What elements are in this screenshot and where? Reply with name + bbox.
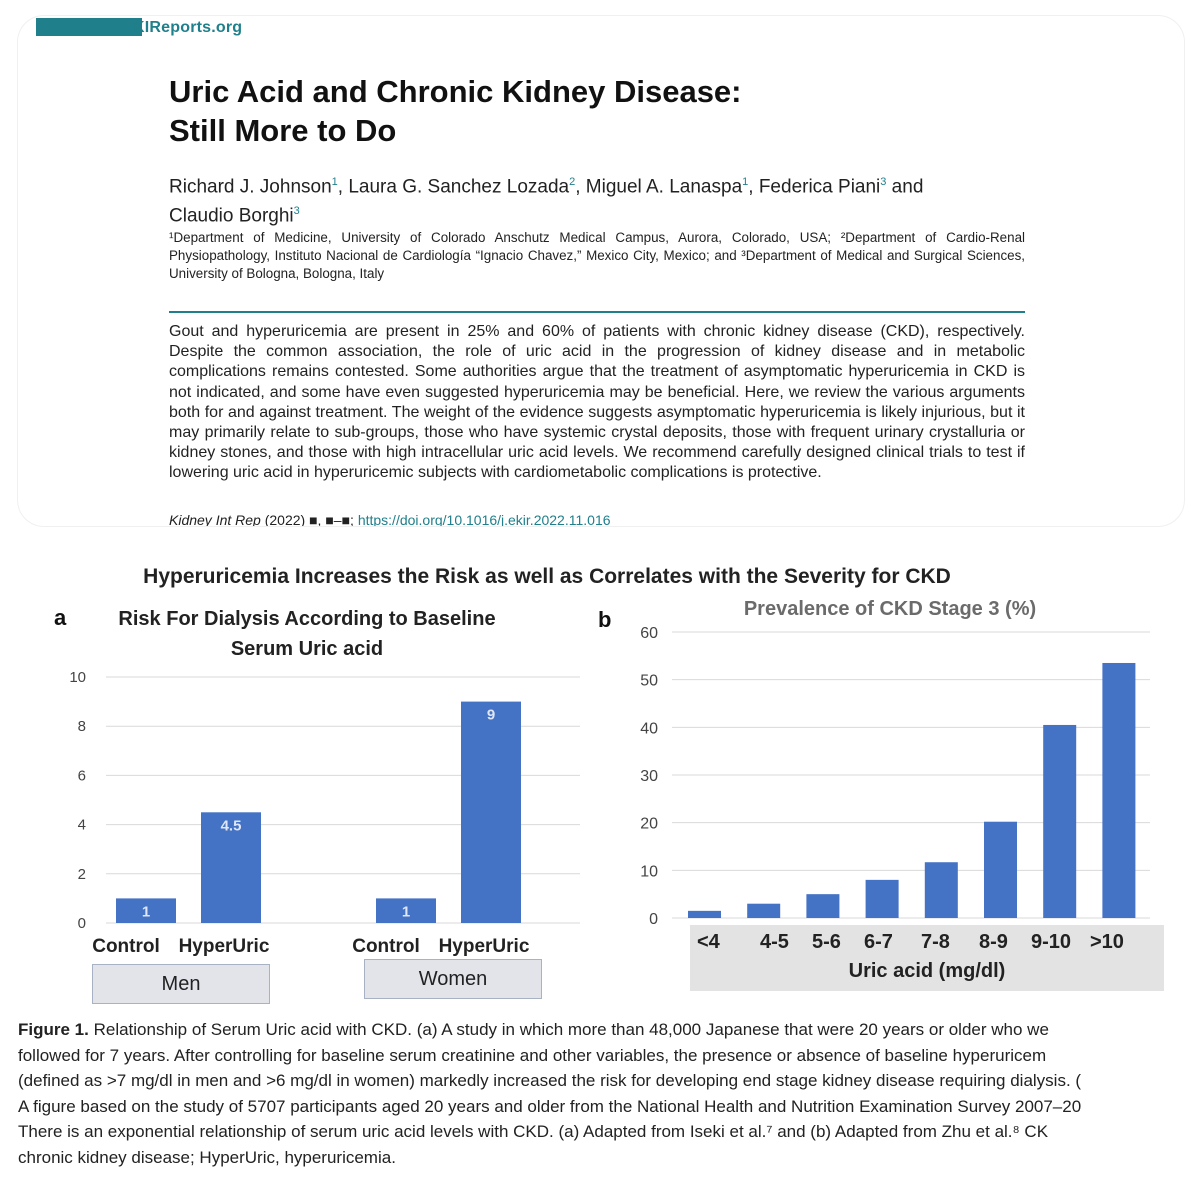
chart-b-ytick: 60: [640, 625, 658, 642]
author-affiliation-mark: 3: [880, 176, 887, 188]
chart-b-ytick: 40: [640, 720, 658, 737]
chart-a-data-label: 1: [402, 903, 410, 920]
article-title-line2: Still More to Do: [169, 113, 397, 148]
chart-a-bar: [116, 898, 176, 923]
caption-text: chronic kidney disease; HyperUric, hyper…: [18, 1147, 396, 1167]
caption-text: followed for 7 years. After controlling …: [18, 1045, 1047, 1065]
figure-title: Hyperuricemia Increases the Risk as well…: [143, 565, 951, 588]
caption-label: Figure 1.: [18, 1020, 89, 1039]
author-affiliation-mark: 2: [569, 176, 576, 188]
citation: Kidney Int Rep (2022) ■, ■–■; https://do…: [169, 512, 611, 526]
chart-b-xlabel: Uric acid (mg/dl): [848, 960, 1006, 982]
chart-b-axis-band: [690, 925, 1164, 991]
chart-b-ytick: 0: [649, 911, 658, 928]
author-separator: ,: [337, 176, 349, 198]
author-affiliation-mark: 1: [742, 176, 749, 188]
caption-text: There is an exponential relationship of …: [18, 1122, 1049, 1142]
group-men: Men: [92, 964, 270, 1004]
caption-line: Figure 1. Relationship of Serum Uric aci…: [18, 1017, 1200, 1043]
figure-caption: Figure 1. Relationship of Serum Uric aci…: [18, 1017, 1200, 1171]
author-list: Richard J. Johnson1, Laura G. Sanchez Lo…: [169, 170, 1029, 229]
panel-a-title-line1: Risk For Dialysis According to Baseline: [118, 608, 496, 630]
chart-b-bar: [1102, 662, 1136, 918]
chart-a-category-label: Control: [92, 936, 160, 957]
chart-b-category-label: >10: [1090, 931, 1124, 953]
citation-volume: (2022) ■, ■–■;: [260, 512, 358, 526]
group-women: Women: [364, 959, 542, 999]
chart-b-bar: [924, 862, 958, 918]
author-separator: ,: [748, 176, 759, 198]
chart-b-bar: [984, 821, 1017, 918]
journal-name[interactable]: KIReports.org: [133, 19, 243, 36]
chart-a-ytick: 2: [78, 866, 86, 883]
chart-b-category-label: 6-7: [864, 931, 893, 953]
chart-b-bar: [1043, 724, 1077, 918]
chart-a-ytick: 0: [78, 915, 86, 932]
chart-a-bar: [461, 701, 521, 923]
chart-b-ytick: 10: [640, 863, 658, 880]
panel-a-letter: a: [54, 605, 67, 630]
abstract: Gout and hyperuricemia are present in 25…: [169, 323, 1025, 482]
chart-b-category-label: 9-10: [1031, 931, 1072, 953]
caption-text: Relationship of Serum Uric acid with CKD…: [88, 1020, 1049, 1039]
chart-b-category-label: 4-5: [760, 931, 789, 953]
author-name[interactable]: Miguel A. Lanaspa: [585, 176, 743, 198]
chart-a-category-label: Control: [352, 936, 420, 957]
chart-a-data-label: 4.5: [221, 817, 242, 834]
chart-b-bar: [688, 910, 721, 918]
caption-line: There is an exponential relationship of …: [18, 1119, 1200, 1145]
chart-b-category-label: 7-8: [921, 931, 950, 953]
chart-b-ytick: 30: [640, 768, 658, 785]
author-separator: and: [886, 176, 924, 198]
chart-a-ytick: 4: [78, 817, 86, 834]
author-name[interactable]: Claudio Borghi: [169, 205, 294, 227]
author-name[interactable]: Richard J. Johnson: [169, 176, 332, 198]
panel-a-title: Risk For Dialysis According to Baseline …: [92, 604, 522, 664]
chart-b-bar: [747, 903, 781, 918]
chart-b-ytick: 50: [640, 673, 658, 690]
doi-link[interactable]: https://doi.org/10.1016/j.ekir.2022.11.0…: [357, 512, 611, 526]
header-divider: [169, 311, 1025, 313]
caption-line: (defined as >7 mg/dl in men and >6 mg/dl…: [18, 1068, 1200, 1094]
article-title-line1: Uric Acid and Chronic Kidney Disease:: [169, 74, 742, 109]
caption-text: (defined as >7 mg/dl in men and >6 mg/dl…: [18, 1071, 1082, 1091]
panel-b-letter: b: [598, 607, 612, 632]
author-name[interactable]: Federica Piani: [758, 176, 881, 198]
chart-b-bar: [806, 894, 840, 918]
chart-a-bar: [201, 812, 261, 923]
chart-b-bar: [865, 879, 899, 918]
chart-a-category-label: HyperUric: [179, 936, 270, 957]
author-affiliation-mark: 1: [331, 176, 338, 188]
chart-a-bar: [376, 898, 436, 923]
chart-b-category-label: 8-9: [979, 931, 1008, 953]
author-affiliation-mark: 3: [293, 205, 300, 218]
article-header-card: KIReports.org Uric Acid and Chronic Kidn…: [18, 16, 1184, 526]
affiliations: ¹Department of Medicine, University of C…: [169, 230, 1025, 281]
chart-a-data-label: 1: [142, 903, 150, 920]
caption-line: A figure based on the study of 5707 part…: [18, 1094, 1200, 1120]
chart-a-ytick: 10: [69, 669, 86, 686]
chart-a-category-label: HyperUric: [439, 936, 530, 957]
chart-b-category-label: <4: [697, 931, 720, 953]
caption-text: A figure based on the study of 5707 part…: [18, 1096, 1082, 1116]
chart-b-category-label: 5-6: [812, 931, 841, 953]
chart-b-ytick: 20: [640, 816, 658, 833]
chart-a: 0 2 4 6 8 10 1 Control 4.5 HyperUric 1 Control 9 Hype…: [69, 669, 580, 957]
journal-color-bar: [36, 18, 142, 36]
chart-a-ytick: 6: [78, 767, 86, 784]
chart-a-data-label: 9: [487, 707, 495, 724]
author-name[interactable]: Laura G. Sanchez Lozada: [348, 176, 570, 198]
caption-line: chronic kidney disease; HyperUric, hyper…: [18, 1145, 1200, 1171]
caption-line: followed for 7 years. After controlling …: [18, 1043, 1200, 1069]
citation-journal: Kidney Int Rep: [169, 512, 261, 526]
panel-b-title: Prevalence of CKD Stage 3 (%): [743, 598, 1037, 620]
panel-a-title-line2: Serum Uric acid: [230, 638, 384, 660]
chart-a-ytick: 8: [78, 718, 86, 735]
chart-b: 0 10 20 30 40 50 60: [640, 625, 1150, 928]
article-title: Uric Acid and Chronic Kidney Disease: St…: [169, 72, 969, 150]
author-separator: ,: [575, 176, 586, 198]
